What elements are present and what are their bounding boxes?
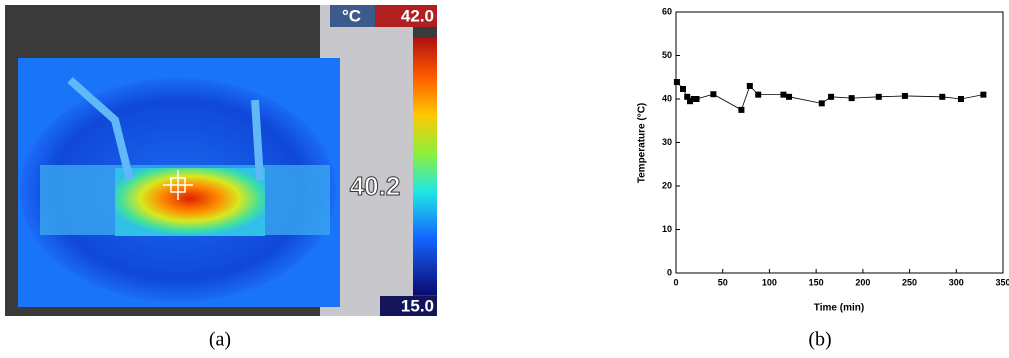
min-box [380,296,437,316]
marker [738,106,745,113]
marker [939,93,946,100]
reading: 40.2 [350,171,401,201]
marker [673,79,680,86]
y-tick-label: 50 [662,50,672,60]
y-tick-label: 40 [662,93,672,103]
thermal-image: °C 42.0 15.0 40.2 [5,5,437,316]
caption: (a) [209,329,231,351]
y-tick-label: 60 [662,6,672,16]
x-tick-label: 250 [902,277,917,287]
crosshair [163,170,193,200]
marker [755,91,762,98]
y-tick-label: 20 [662,180,672,190]
x-tick-label: 0 [673,277,678,287]
unit-box [330,5,375,27]
marker [980,91,987,98]
marker [875,93,882,100]
y-axis-label: Temperature (°C) [637,103,648,184]
marker [780,91,787,98]
max-label: 42.0 [401,6,434,25]
marker [818,100,825,107]
x-axis-label: Time (min) [814,303,864,314]
x-tick-label: 100 [762,277,777,287]
marker [684,93,691,100]
marker [746,82,753,89]
x-tick-label: 300 [949,277,964,287]
min-label: 15.0 [401,296,434,315]
marker [848,95,855,102]
marker [786,93,793,100]
y-tick-label: 0 [667,267,672,277]
marker [693,96,700,102]
caption: (b) [808,329,831,351]
color-bar [413,38,437,295]
unit-label: °C [342,6,361,25]
x-tick-label: 150 [809,277,824,287]
marker [828,93,835,100]
tubes [67,77,264,181]
plot-frame [675,11,1004,274]
marker [680,85,687,92]
y-tick-label: 30 [662,137,672,147]
marker [901,92,908,99]
x-tick-label: 50 [718,277,728,287]
max-box [375,5,437,27]
x-tick-label: 350 [995,277,1009,287]
marker [957,96,964,102]
x-tick-label: 200 [855,277,870,287]
hot-region [115,168,265,236]
y-tick-label: 10 [662,224,672,234]
marker [710,91,717,98]
marker [687,98,694,105]
